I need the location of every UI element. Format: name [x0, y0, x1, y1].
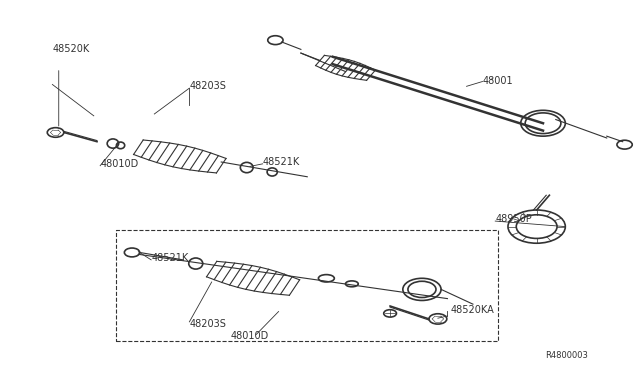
Text: 48010D: 48010D	[100, 159, 138, 169]
Text: 48001: 48001	[483, 76, 513, 86]
Text: 48010D: 48010D	[231, 331, 269, 340]
Text: 48520K: 48520K	[52, 44, 90, 54]
Text: 48950P: 48950P	[495, 214, 532, 224]
Text: 48521K: 48521K	[262, 157, 300, 167]
Text: 48520KA: 48520KA	[451, 305, 494, 315]
Text: R4800003: R4800003	[545, 350, 588, 359]
Text: 48203S: 48203S	[189, 81, 227, 91]
Text: 48521K: 48521K	[151, 253, 188, 263]
Text: 48203S: 48203S	[189, 320, 227, 330]
